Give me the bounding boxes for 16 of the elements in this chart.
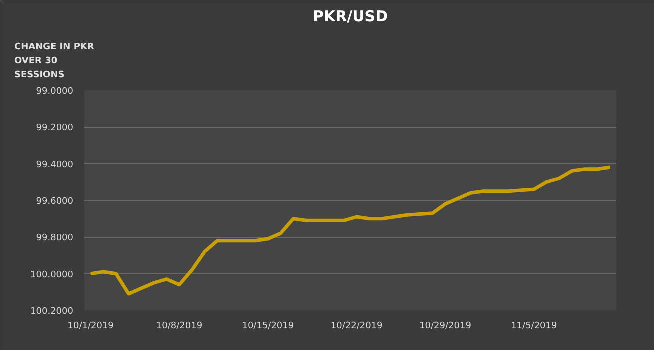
x-tick-label: 10/8/2019 <box>156 322 203 332</box>
y-tick-label: 99.2000 <box>36 124 74 134</box>
x-tick-label: 11/5/2019 <box>511 322 558 332</box>
y-tick-label: 100.0000 <box>30 270 74 280</box>
y-tick-label: 99.8000 <box>36 234 74 244</box>
x-tick-label: 10/1/2019 <box>68 322 114 332</box>
x-tick-label: 10/15/2019 <box>242 322 294 332</box>
x-tick-label: 10/29/2019 <box>420 322 472 332</box>
y-tick-label: 100.2000 <box>30 307 74 317</box>
y-tick-label: 99.4000 <box>36 160 74 170</box>
chart-title: PKR/USD <box>312 8 388 26</box>
y-tick-label: 99.6000 <box>36 197 74 207</box>
y-tick-label: 99.0000 <box>36 87 74 97</box>
line-series <box>89 166 612 296</box>
y-axis-title: CHANGE IN PKR OVER 30 SESSIONS <box>14 42 94 80</box>
x-tick-label: 10/22/2019 <box>330 322 384 332</box>
